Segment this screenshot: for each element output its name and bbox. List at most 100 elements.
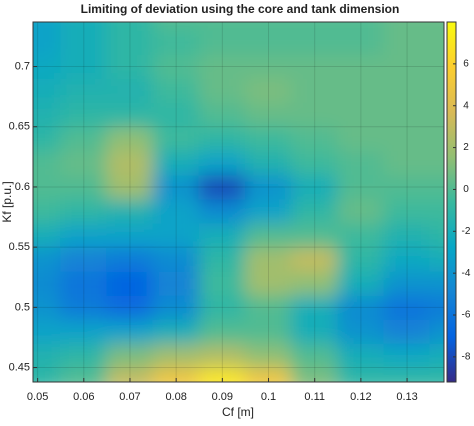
contour-cell [198,54,246,80]
contour-cell [33,126,62,152]
contour-cell [33,54,62,80]
contour-cell [60,367,108,382]
contour-cell [60,150,108,176]
y-tick-label: 0.5 [15,301,30,313]
contour-cell [383,54,431,80]
contour-cell [429,150,444,176]
contour-cell [383,150,431,176]
contour-cell [383,294,431,320]
contour-cell [244,318,293,344]
contour-cell [106,174,154,200]
contour-cell [198,174,246,200]
contour-cell [383,29,431,56]
contour-cell [383,342,431,369]
contour-cell [152,367,200,382]
contour-cell [33,246,62,272]
contour-cell [244,102,293,128]
contour-cell [291,342,339,369]
plot-frame [32,21,445,383]
contour-cell [198,78,246,104]
contour-cell [244,54,293,80]
contour-cell [244,150,293,176]
contour-cell [33,294,62,320]
contour-cell [152,294,200,320]
contour-cell [198,270,246,296]
contour-cell [383,270,431,296]
contour-cell [198,150,246,176]
contour-cell [106,246,154,272]
contour-cell [106,29,154,56]
contour-cell [291,318,339,344]
contour-cell [291,126,339,152]
contour-cell [60,294,108,320]
contour-cell [337,150,385,176]
contour-cell [106,150,154,176]
contour-cell [152,222,200,248]
plot-area [33,22,444,382]
contour-cell [383,367,431,382]
contour-cell [33,222,62,248]
contour-cell [106,294,154,320]
contour-cell [60,29,108,56]
contour-cell [33,342,62,369]
contour-cell [429,270,444,296]
contour-cell [244,22,293,31]
contour-cell [429,222,444,248]
contour-cell [429,294,444,320]
contour-cell [429,54,444,80]
contour-cell [383,198,431,224]
x-tick-label: 0.09 [212,391,233,403]
contour-cell [152,54,200,80]
contour-cell [337,198,385,224]
contour-cell [337,318,385,344]
contour-cell [106,78,154,104]
contour-cell [152,270,200,296]
contour-cell [60,126,108,152]
contour-cell [106,22,154,31]
chart-title: Limiting of deviation using the core and… [81,2,400,16]
contour-cell [337,126,385,152]
contour-cell [198,342,246,369]
contour-cell [337,54,385,80]
contour-cell [60,54,108,80]
contour-cell [33,318,62,344]
contour-cell [152,342,200,369]
contour-cell [383,318,431,344]
contour-cell [337,246,385,272]
y-axis-label: Kf [p.u.] [0,181,14,222]
contour-cell [383,246,431,272]
contour-cell [244,342,293,369]
colorbar [446,21,457,383]
contour-cell [429,78,444,104]
contour-cell [106,222,154,248]
contour-cell [33,198,62,224]
colorbar-tick-label: -4 [462,268,471,279]
contour-cell [152,198,200,224]
colorbar-tick-label: 6 [463,59,469,70]
contour-cell [60,78,108,104]
contour-cell [337,29,385,56]
x-tick-label: 0.06 [73,391,94,403]
y-tick-label: 0.45 [9,361,30,373]
x-axis-label: Cf [m] [222,405,254,419]
contour-cell [33,150,62,176]
contour-cell [198,222,246,248]
contour-cell [244,78,293,104]
contour-cell [244,29,293,56]
contour-cell [337,102,385,128]
contour-cell [106,318,154,344]
contour-cell [291,222,339,248]
x-tick-label: 0.13 [396,391,417,403]
contour-cell [429,102,444,128]
contour-cell [106,198,154,224]
contour-cell [106,367,154,382]
contour-cell [244,198,293,224]
colorbar-tick-label: -6 [462,310,471,321]
contour-cell [429,174,444,200]
contour-cell [33,29,62,56]
contour-cell [60,22,108,31]
x-tick-label: 0.12 [350,391,371,403]
contour-cell [291,102,339,128]
contour-cell [60,270,108,296]
contour-cell [198,367,246,382]
